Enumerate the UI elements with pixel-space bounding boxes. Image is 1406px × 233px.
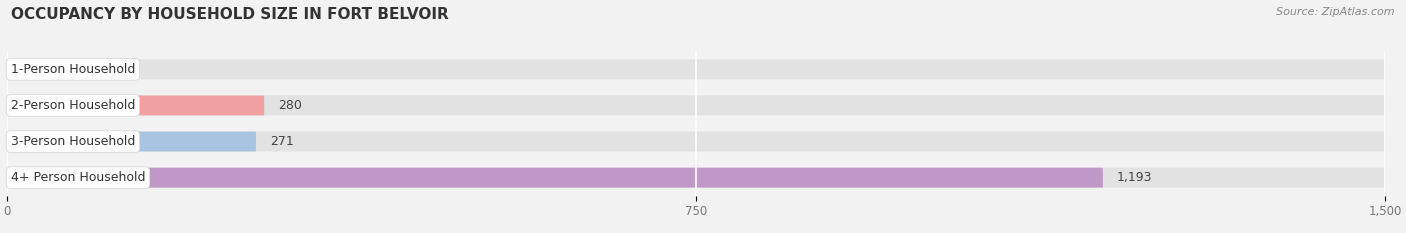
FancyBboxPatch shape (7, 59, 1385, 79)
Text: 271: 271 (270, 135, 294, 148)
FancyBboxPatch shape (7, 59, 67, 79)
Text: 1-Person Household: 1-Person Household (11, 63, 135, 76)
Text: 280: 280 (278, 99, 302, 112)
Text: 1,193: 1,193 (1116, 171, 1152, 184)
Text: OCCUPANCY BY HOUSEHOLD SIZE IN FORT BELVOIR: OCCUPANCY BY HOUSEHOLD SIZE IN FORT BELV… (11, 7, 449, 22)
Text: Source: ZipAtlas.com: Source: ZipAtlas.com (1277, 7, 1395, 17)
FancyBboxPatch shape (7, 96, 1385, 115)
Text: 3-Person Household: 3-Person Household (11, 135, 135, 148)
Text: 4+ Person Household: 4+ Person Household (11, 171, 145, 184)
FancyBboxPatch shape (7, 96, 264, 115)
FancyBboxPatch shape (7, 132, 256, 151)
Text: 2-Person Household: 2-Person Household (11, 99, 135, 112)
FancyBboxPatch shape (7, 132, 1385, 151)
FancyBboxPatch shape (7, 168, 1102, 188)
FancyBboxPatch shape (7, 168, 1385, 188)
Text: 66: 66 (82, 63, 97, 76)
